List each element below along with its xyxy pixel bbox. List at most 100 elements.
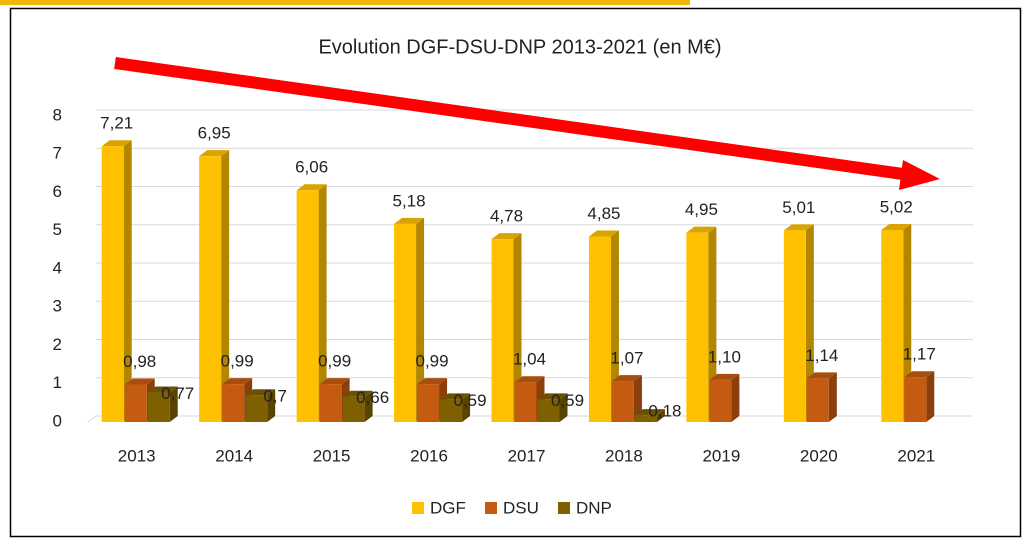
data-label: 5,02: [880, 197, 913, 216]
bar-side: [633, 375, 642, 422]
bar: [881, 229, 904, 422]
bar-top: [147, 386, 178, 393]
data-label: 0,66: [356, 388, 389, 407]
y-tick-label: 6: [53, 182, 62, 201]
legend-label: DGF: [430, 498, 466, 517]
bar-side: [926, 371, 935, 422]
y-tick-label: 2: [53, 335, 62, 354]
legend-label: DSU: [503, 498, 539, 517]
bar-top: [806, 372, 837, 379]
bar-side: [267, 389, 276, 422]
x-tick-label: 2016: [410, 446, 448, 465]
bar: [783, 230, 806, 422]
x-tick-label: 2021: [897, 446, 935, 465]
data-label: 4,78: [490, 207, 523, 226]
legend-swatch: [485, 502, 497, 514]
bar-top: [124, 378, 155, 385]
bar-top: [245, 389, 276, 396]
x-tick-label: 2015: [313, 446, 351, 465]
data-label: 0,59: [551, 391, 584, 410]
bar-side: [416, 217, 425, 422]
trend-arrow: [114, 57, 940, 190]
bar: [296, 190, 319, 422]
bar-side: [559, 393, 568, 422]
bar-top: [394, 217, 425, 224]
data-label: 0,18: [648, 401, 681, 420]
bar: [147, 392, 170, 422]
bar-top: [342, 390, 373, 397]
x-tick-label: 2019: [702, 446, 740, 465]
bar-top: [319, 378, 350, 385]
data-label: 1,07: [610, 349, 643, 368]
bar-side: [169, 386, 178, 422]
bar-side: [318, 184, 327, 422]
y-tick-label: 8: [53, 105, 62, 124]
bar-top: [904, 371, 935, 378]
bar-side: [123, 140, 132, 422]
data-label: 6,06: [295, 158, 328, 177]
bar: [634, 415, 657, 422]
data-label: 0,98: [123, 352, 156, 371]
bar-side: [221, 150, 230, 422]
bar-side: [462, 393, 471, 422]
bar-top: [588, 230, 619, 237]
data-label: 5,01: [782, 198, 815, 217]
y-tick-label: 5: [53, 220, 62, 239]
data-label: 0,59: [454, 391, 487, 410]
data-label: 0,7: [263, 387, 287, 406]
bar-top: [101, 140, 132, 147]
data-label: 1,10: [708, 347, 741, 366]
y-tick-label: 3: [53, 297, 62, 316]
bar: [394, 223, 417, 422]
bar-top: [296, 184, 327, 191]
x-tick-label: 2017: [508, 446, 546, 465]
bar-top: [199, 150, 230, 157]
bar-side: [708, 226, 717, 422]
data-label: 0,99: [221, 352, 254, 371]
data-label: 5,18: [393, 191, 426, 210]
chart-title: Evolution DGF-DSU-DNP 2013-2021 (en M€): [318, 36, 721, 58]
legend-label: DNP: [576, 498, 612, 517]
bar-side: [513, 233, 522, 422]
bar-top: [686, 226, 717, 233]
bar: [417, 384, 440, 422]
bar: [124, 384, 147, 422]
data-label: 0,99: [416, 352, 449, 371]
bar-top: [537, 393, 568, 400]
bar-side: [805, 224, 814, 422]
data-label: 4,85: [587, 204, 620, 223]
bar: [537, 399, 560, 422]
bar: [806, 378, 829, 422]
bar-side: [828, 372, 837, 422]
bar: [611, 381, 634, 422]
bar-top: [514, 376, 545, 383]
bar-side: [903, 223, 912, 422]
bar: [199, 156, 222, 422]
bar: [342, 396, 365, 422]
bar: [101, 146, 124, 422]
data-label: 0,77: [161, 384, 194, 403]
legend-swatch: [558, 502, 570, 514]
data-label: 4,95: [685, 200, 718, 219]
bar-side: [610, 230, 619, 422]
bar: [686, 232, 709, 422]
bar-top: [440, 393, 471, 400]
bar: [245, 395, 268, 422]
bar-top: [417, 378, 448, 385]
data-label: 6,95: [198, 124, 231, 143]
bar: [440, 399, 463, 422]
bar-top: [709, 373, 740, 380]
y-tick-label: 7: [53, 144, 62, 163]
top-strip: [0, 0, 690, 5]
bar: [709, 379, 732, 422]
bar-side: [731, 373, 740, 422]
data-label: 1,04: [513, 350, 546, 369]
x-tick-label: 2018: [605, 446, 643, 465]
x-tick-label: 2020: [800, 446, 838, 465]
data-label: 7,21: [100, 114, 133, 133]
bar-top: [611, 375, 642, 382]
floor: [87, 415, 973, 423]
data-label: 0,99: [318, 352, 351, 371]
y-tick-label: 0: [53, 411, 62, 430]
y-tick-label: 1: [53, 373, 62, 392]
